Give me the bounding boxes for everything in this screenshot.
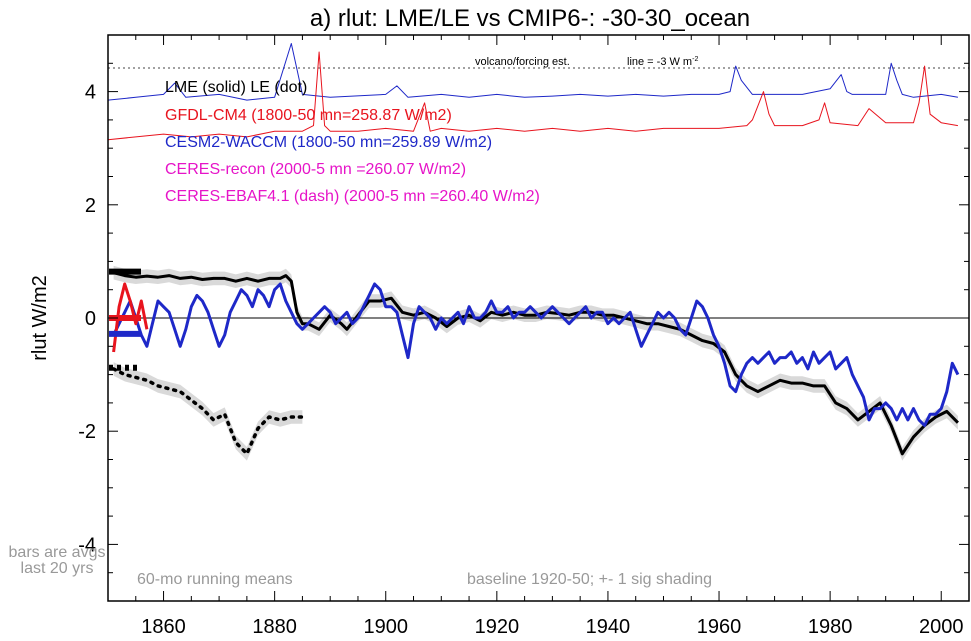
series-layer [107,43,960,456]
legend-entry-gfdl-cm4: GFDL-CM4 (1800-50 mn=258.87 W/m2) [165,107,452,124]
x-tick-label: 1880 [252,616,297,638]
legend-entry-lme-le: LME (solid) LE (dot) [165,79,307,96]
line-annotation-text: line = -3 W m [627,56,692,68]
x-tick-label: 1980 [808,616,853,638]
reference-lines [108,67,969,319]
chart-title: a) rlut: LME/LE vs CMIP6-: -30-30_ocean [310,5,750,32]
series-line-le-dot [111,367,305,456]
x-tick-label: 1900 [363,616,408,638]
line-annotation: line = -3 W m-2 [627,56,698,68]
y-axis-label: rlut W/m2 [29,275,51,361]
x-tick-label: 1920 [475,616,520,638]
x-tick-label: 2000 [919,616,964,638]
line-annotation-superscript: -2 [692,56,698,63]
series-line-lme-solid [113,271,959,456]
y-tick-label: -2 [78,421,96,443]
legend: LME (solid) LE (dot) GFDL-CM4 (1800-50 m… [165,79,540,205]
shading-le-dot [113,362,303,461]
shading-lme-solid [113,265,958,461]
y-tick-label: 0 [85,308,96,330]
volcano-annotation: volcano/forcing est. [475,56,570,68]
series-line-gfdl-cm4-volcano-forcing-est [107,51,958,141]
bars-note-line-1: bars are avgs [9,544,106,561]
series-line-gfdl-cm4 [112,282,149,353]
series-line-cesm2-waccm [112,282,960,427]
y-tick-label: -4 [78,534,96,556]
y-tick-label: 2 [85,195,96,217]
running-mean-note: 60-mo running means [137,571,293,588]
x-tick-label: 1960 [697,616,742,638]
bars-note-line-2: last 20 yrs [21,560,94,577]
x-tick-label: 1860 [141,616,186,638]
series-line-cesm2-waccm-volcano-forcing-est [107,43,958,101]
legend-entry-ceres-ebaf: CERES-EBAF4.1 (dash) (2000-5 mn =260.40 … [165,188,540,205]
axes-layer: 1860 1880 1900 1920 1940 1960 1980 2000 -4 -2 0 2 4 [78,34,970,638]
baseline-note: baseline 1920-50; +- 1 sig shading [467,571,712,588]
legend-entry-ceres-recon: CERES-recon (2000-5 mn =260.07 W/m2) [165,161,466,178]
legend-entry-cesm2-waccm: CESM2-WACCM (1800-50 mn=259.89 W/m2) [165,134,492,151]
x-tick-label: 1940 [586,616,631,638]
y-tick-label: 4 [85,82,96,104]
